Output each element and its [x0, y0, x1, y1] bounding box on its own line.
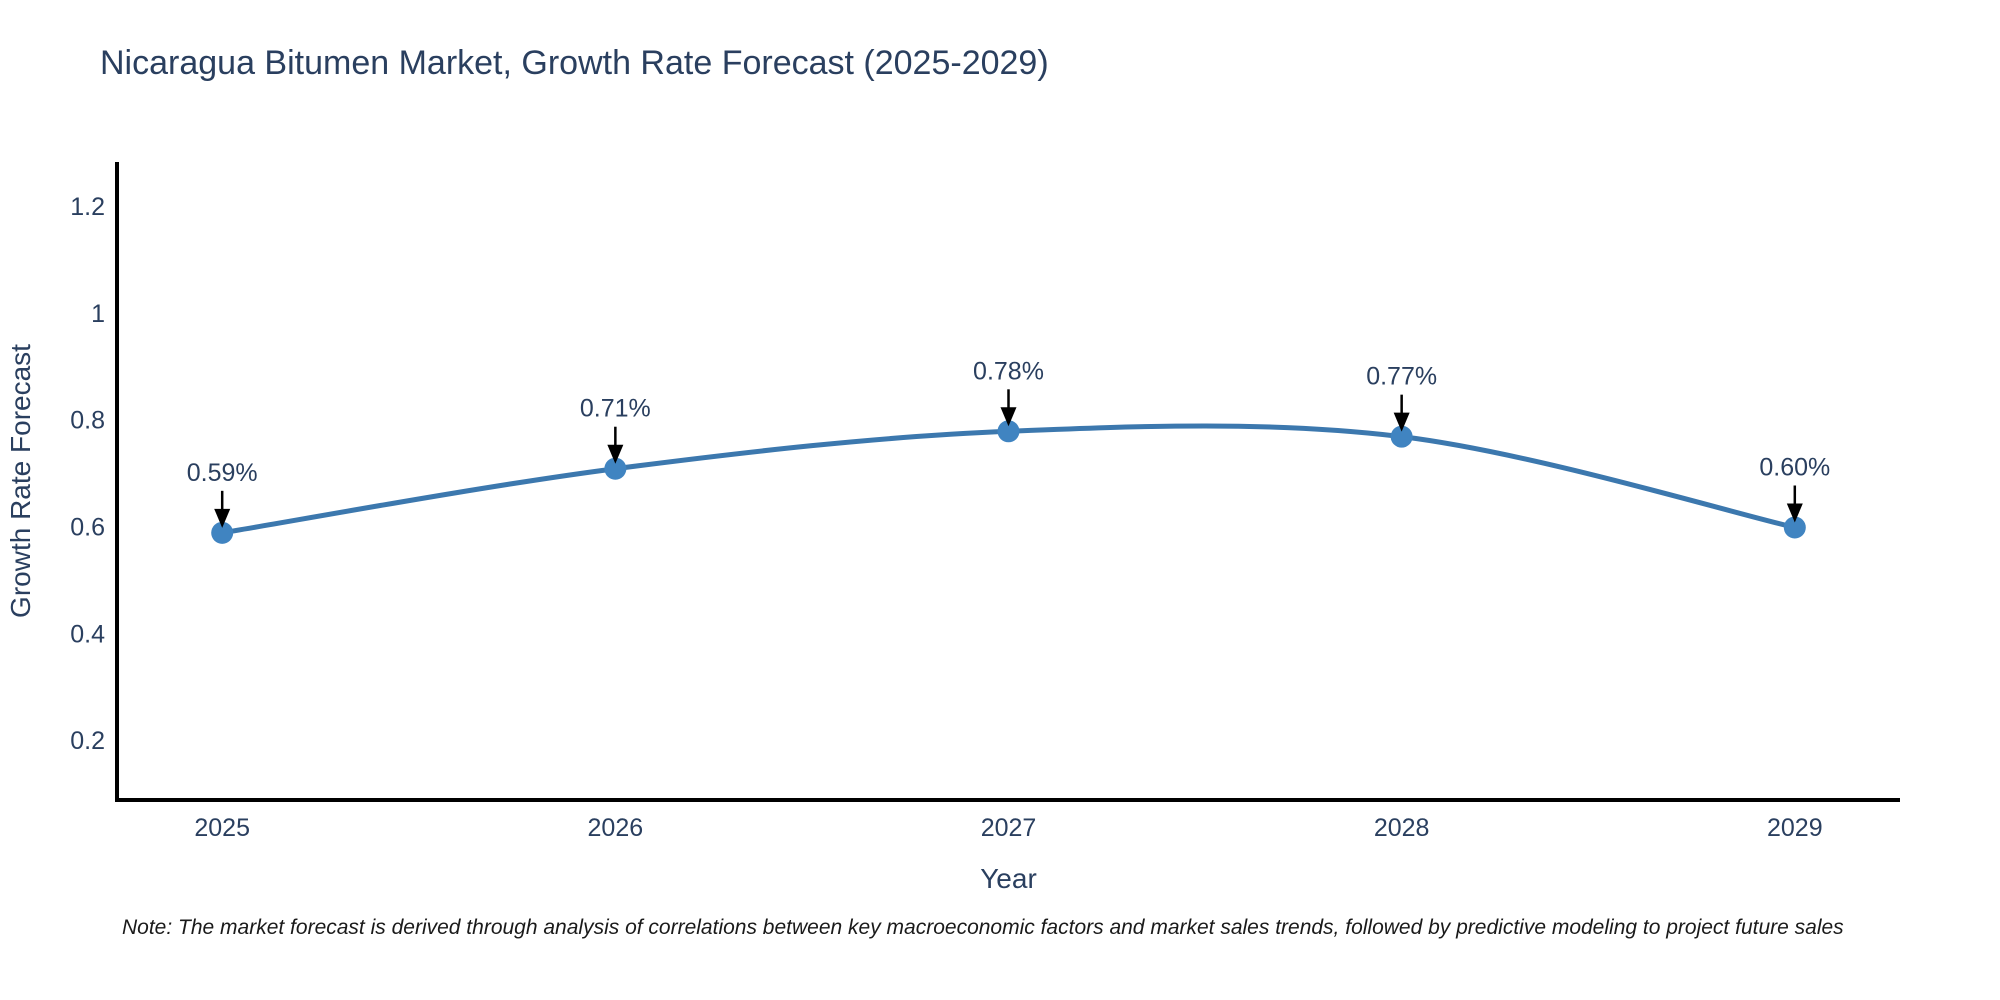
axis-spine: [115, 162, 1900, 802]
y-tick-label: 1: [91, 300, 105, 328]
annotation-arrowhead-icon: [1393, 412, 1410, 432]
point-value-label: 0.59%: [187, 459, 258, 487]
point-value-label: 0.78%: [973, 357, 1044, 385]
data-point-marker: [1783, 516, 1806, 539]
point-value-label: 0.60%: [1759, 453, 1830, 481]
y-tick-label: 1.2: [70, 193, 105, 221]
y-tick-label: 0.8: [70, 407, 105, 435]
axis-spines: [115, 162, 1900, 802]
point-value-label: 0.77%: [1366, 363, 1437, 391]
y-tick-label: 0.2: [70, 727, 105, 755]
y-tick-label: 0.4: [70, 620, 105, 648]
data-point-marker: [211, 521, 234, 544]
axis-titles: Year Growth Rate Forecast: [5, 344, 1037, 894]
data-points: [211, 420, 1806, 544]
y-tick-label: 0.6: [70, 513, 105, 541]
x-tick-label: 2029: [1767, 814, 1823, 842]
x-tick-label: 2025: [194, 814, 250, 842]
x-axis-ticks: 2025 2026 2027 2028 2029: [194, 814, 1822, 842]
x-tick-label: 2026: [588, 814, 644, 842]
x-tick-label: 2027: [981, 814, 1037, 842]
data-point-marker: [604, 457, 627, 480]
data-point-marker: [1390, 425, 1413, 448]
annotation-arrowhead-icon: [214, 508, 231, 528]
chart-title: Nicaragua Bitumen Market, Growth Rate Fo…: [100, 44, 1049, 82]
point-value-label: 0.71%: [580, 395, 651, 423]
y-axis-ticks: 0.2 0.4 0.6 0.8 1 1.2: [70, 193, 105, 755]
annotation-arrowhead-icon: [607, 444, 624, 464]
point-annotations: 0.59% 0.71% 0.78% 0.77% 0.60%: [187, 357, 1830, 528]
x-tick-label: 2028: [1374, 814, 1430, 842]
data-point-marker: [997, 420, 1020, 443]
y-axis-title: Growth Rate Forecast: [5, 344, 36, 618]
x-axis-title: Year: [980, 863, 1037, 894]
footnote: Note: The market forecast is derived thr…: [122, 916, 1844, 939]
annotation-arrowhead-icon: [1786, 503, 1803, 523]
annotation-arrowhead-icon: [1000, 407, 1017, 427]
